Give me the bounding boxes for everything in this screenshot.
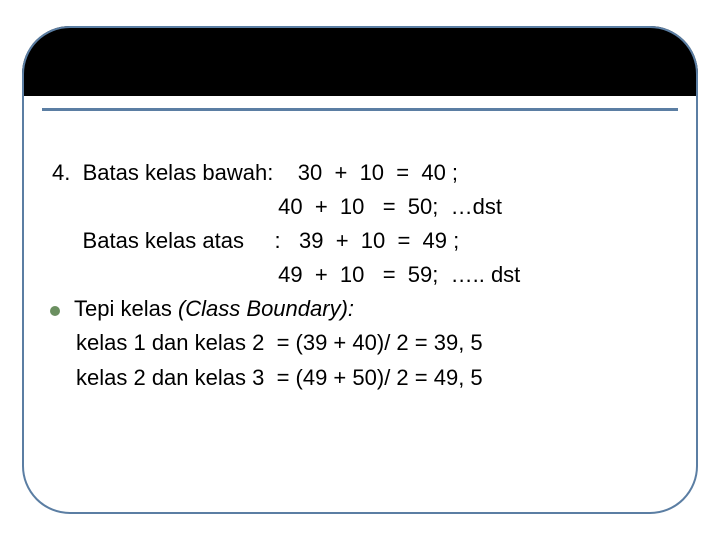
line-1: 4. Batas kelas bawah: 30 + 10 = 40 ;: [52, 156, 677, 190]
line-5: Tepi kelas (Class Boundary):: [52, 292, 677, 326]
line-5-text: Tepi kelas (Class Boundary):: [74, 292, 354, 326]
bullet-icon: [50, 306, 60, 316]
slide: 4. Batas kelas bawah: 30 + 10 = 40 ; 40 …: [0, 0, 720, 540]
accent-rule: [42, 108, 678, 111]
line-2: 40 + 10 = 50; …dst: [52, 190, 677, 224]
line-5a: Tepi kelas: [74, 296, 178, 321]
line-6: kelas 1 dan kelas 2 = (39 + 40)/ 2 = 39,…: [52, 326, 677, 360]
line-3: Batas kelas atas : 39 + 10 = 49 ;: [52, 224, 677, 258]
line-7: kelas 2 dan kelas 3 = (49 + 50)/ 2 = 49,…: [52, 361, 677, 395]
line-5b: (Class Boundary):: [178, 296, 354, 321]
line-4: 49 + 10 = 59; ….. dst: [52, 258, 677, 292]
content-area: 4. Batas kelas bawah: 30 + 10 = 40 ; 40 …: [52, 156, 677, 395]
